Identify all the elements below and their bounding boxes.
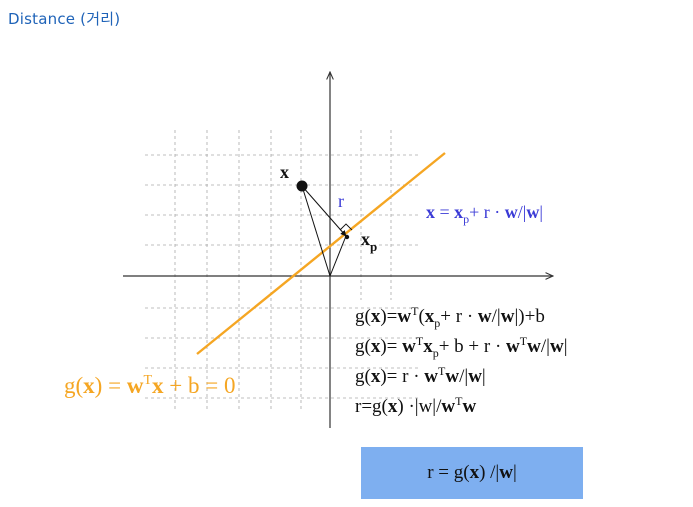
hyperplane-equation: g(x) = wTx + b = 0 — [64, 373, 235, 398]
line-origin-to-xp — [329, 235, 347, 277]
result-equation: r = g(x) /|w| — [427, 462, 517, 483]
label-xp-sub: p — [370, 239, 377, 254]
derivation-line-1: g(x)=wT(xp+ r · w/|w|)+b — [355, 304, 545, 330]
hyperplane-line — [196, 152, 446, 355]
label-xp: xp — [361, 229, 377, 254]
result-box: r = g(x) /|w| — [361, 447, 583, 499]
derivation-line-2: g(x)= wTxp+ b + r · wTw/|w| — [355, 334, 568, 360]
vector-x-to-xp — [301, 185, 347, 237]
label-xp-main: x — [361, 229, 370, 249]
label-x: x — [280, 162, 289, 182]
projection-equation: x = xp+ r · w/|w| — [426, 202, 543, 226]
slide-title: Distance (거리) — [8, 10, 121, 28]
derivation-line-3: g(x)= r · wTw/|w| — [355, 364, 486, 387]
derivation-block: g(x)=wT(xp+ r · w/|w|)+b g(x)= wTxp+ b +… — [355, 304, 568, 417]
line-x-to-origin — [301, 185, 331, 277]
right-angle-marker — [339, 223, 353, 231]
grid — [145, 130, 420, 410]
point-x — [296, 180, 308, 192]
point-xp — [344, 234, 350, 240]
derivation-line-4: r=g(x) ·|w|/wTw — [355, 394, 476, 417]
label-r: r — [338, 191, 344, 211]
